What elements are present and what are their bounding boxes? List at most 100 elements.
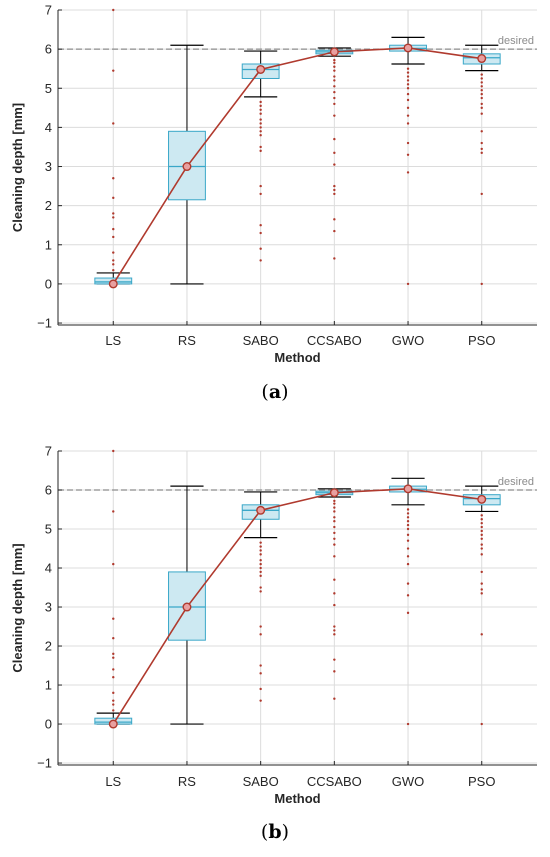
x-tick-label: CCSABO	[307, 333, 362, 348]
outlier-point	[406, 122, 410, 125]
outlier-point	[480, 96, 483, 100]
y-tick-label: 3	[45, 600, 52, 615]
outlier-point	[259, 130, 262, 133]
outlier-point	[406, 533, 410, 537]
outlier-point	[333, 69, 336, 72]
y-tick-label: 6	[45, 483, 52, 498]
outlier-point	[333, 75, 336, 78]
x-tick-label: LS	[105, 774, 121, 789]
outlier-point	[259, 664, 262, 667]
outlier-point	[112, 269, 115, 272]
mean-marker	[403, 484, 413, 494]
outlier-point	[333, 531, 336, 535]
y-axis-label: Cleaning depth [mm]	[10, 103, 25, 232]
outlier-point	[333, 90, 336, 94]
outlier-point	[480, 77, 483, 80]
outlier-point	[259, 545, 262, 548]
outlier-point	[333, 257, 336, 260]
outlier-point	[333, 537, 336, 540]
outlier-point	[259, 559, 262, 562]
outlier-point	[112, 263, 115, 266]
outlier-point	[406, 520, 410, 523]
outlier-point	[259, 687, 262, 691]
outlier-point	[406, 523, 410, 527]
outlier-point	[333, 151, 336, 155]
outlier-point	[406, 516, 410, 519]
y-tick-label: 0	[45, 717, 52, 732]
outlier-point	[406, 582, 410, 585]
y-axis-label: Cleaning depth [mm]	[10, 543, 25, 672]
outlier-point	[480, 151, 483, 155]
x-tick-label: GWO	[392, 333, 425, 348]
outlier-point	[406, 512, 410, 515]
outlier-point	[406, 722, 410, 726]
outlier-point	[406, 75, 410, 78]
outlier-point	[259, 633, 262, 636]
outlier-point	[333, 603, 336, 607]
outlier-point	[480, 633, 483, 636]
panel-b: desired −1 0 1 2 3 4 5 6 7 LS RS SABO CCSABO GWO PSO Met…	[10, 444, 537, 843]
reference-line-label: desired	[498, 476, 534, 488]
mean-marker	[477, 54, 487, 64]
outlier-point	[480, 89, 483, 92]
outlier-point	[333, 114, 336, 117]
outlier-point	[259, 122, 262, 125]
panel-label: (a)	[261, 381, 288, 403]
outlier-point	[259, 184, 262, 188]
outlier-point	[480, 547, 483, 550]
outlier-point	[333, 188, 336, 192]
mean-marker	[108, 719, 118, 729]
outlier-point	[259, 625, 262, 628]
outlier-point	[259, 259, 262, 262]
x-axis-label: Method	[274, 791, 320, 806]
outlier-point	[259, 570, 262, 574]
outlier-point	[259, 590, 262, 593]
outlier-point	[406, 98, 410, 102]
mean-marker	[108, 279, 118, 289]
outlier-point	[259, 100, 262, 104]
mean-marker	[477, 494, 487, 504]
outlier-point	[480, 722, 483, 726]
outlier-point	[333, 79, 336, 82]
outlier-point	[112, 259, 115, 262]
outlier-point	[480, 73, 483, 76]
outlier-point	[406, 594, 410, 597]
outlier-point	[259, 541, 262, 544]
x-tick-label: CCSABO	[307, 774, 362, 789]
outlier-point	[480, 537, 483, 540]
outlier-point	[406, 539, 410, 542]
mean-marker	[182, 162, 192, 172]
y-tick-label: 7	[45, 444, 52, 459]
x-tick-label: SABO	[243, 774, 279, 789]
outlier-point	[480, 525, 483, 529]
outlier-point	[480, 147, 483, 151]
outlier-point	[333, 61, 336, 65]
outlier-point	[112, 212, 115, 215]
outlier-point	[480, 529, 483, 533]
outlier-point	[112, 699, 115, 702]
outlier-point	[480, 92, 483, 96]
y-tick-label: 1	[45, 678, 52, 693]
outlier-point	[333, 163, 336, 166]
x-tick-label: RS	[178, 774, 196, 789]
outlier-point	[112, 196, 115, 200]
mean-marker	[256, 505, 266, 515]
outlier-point	[259, 192, 262, 196]
outlier-point	[259, 549, 262, 552]
outlier-point	[333, 65, 336, 68]
panel-a: desired −1 0 1 2 3 4 5 6 7 LS RS SABO CCSABO GWO PSO Met…	[10, 3, 537, 403]
y-tick-label: 5	[45, 81, 52, 96]
outlier-point	[259, 562, 262, 566]
outlier-point	[406, 114, 410, 117]
outlier-point	[112, 251, 115, 254]
mean-line	[112, 47, 482, 285]
outlier-point	[480, 192, 483, 196]
y-tick-label: 1	[45, 237, 52, 252]
outlier-point	[480, 112, 483, 115]
outlier-point	[259, 145, 262, 149]
outlier-point	[480, 521, 483, 525]
outlier-point	[112, 122, 115, 125]
panel-label: (b)	[261, 821, 289, 843]
y-tick-label: −1	[37, 316, 52, 331]
